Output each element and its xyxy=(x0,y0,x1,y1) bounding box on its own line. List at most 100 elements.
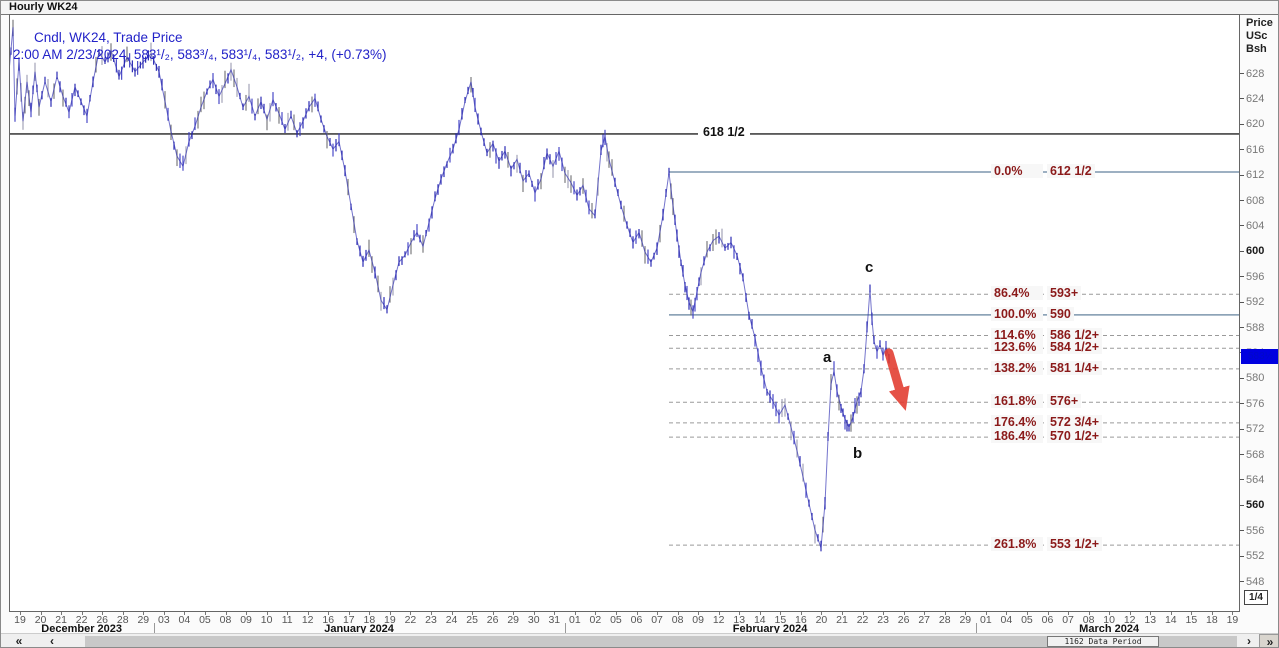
price-tick-label: 572 xyxy=(1246,423,1265,436)
window-title: Hourly WK24 xyxy=(9,1,78,13)
date-tick-label: 17 xyxy=(342,614,355,626)
price-tick xyxy=(1240,200,1244,202)
data-period-box[interactable]: 1162 Data Period xyxy=(1047,636,1159,647)
scroll-right-button[interactable]: › xyxy=(1247,634,1251,648)
date-tick-label: 08 xyxy=(671,614,684,626)
date-tick xyxy=(246,612,248,615)
fib-level-label[interactable]: 176.4% 572 3/4+ xyxy=(991,414,1103,429)
fib-pct: 100.0% xyxy=(991,306,1043,321)
price-chart-canvas[interactable] xyxy=(10,15,1239,611)
date-tick-label: 07 xyxy=(1062,614,1074,626)
date-tick xyxy=(328,612,330,615)
date-tick-label: 14 xyxy=(1164,614,1177,626)
price-tick-label: 588 xyxy=(1246,321,1265,334)
date-tick-label: 25 xyxy=(466,614,478,626)
price-tick xyxy=(1240,301,1244,303)
date-tick-label: 29 xyxy=(137,614,150,626)
scroll-far-left-button[interactable]: « xyxy=(15,634,23,648)
price-tick xyxy=(1240,555,1244,557)
price-axis-header-bsh: Bsh xyxy=(1246,43,1267,55)
price-tick-label: 560 xyxy=(1246,499,1265,512)
fib-level-label[interactable]: 261.8% 553 1/2+ xyxy=(991,537,1103,552)
window-titlebar[interactable]: Hourly WK24 xyxy=(1,1,1278,15)
fib-level-label[interactable]: 100.0% 590 xyxy=(991,306,1074,321)
price-axis-header-price: Price xyxy=(1246,17,1273,29)
date-tick-label: 11 xyxy=(281,614,293,626)
fib-level-label[interactable]: 161.8% 576+ xyxy=(991,394,1082,409)
date-tick xyxy=(636,612,638,615)
price-tick-label: 628 xyxy=(1246,67,1265,80)
scroll-left-button[interactable]: ‹ xyxy=(50,634,54,648)
date-tick-label: 23 xyxy=(877,614,889,626)
date-tick xyxy=(780,612,782,615)
scroll-far-right-button[interactable]: » xyxy=(1259,634,1278,647)
date-tick-label: 15 xyxy=(1185,614,1198,626)
fib-level-label[interactable]: 86.4% 593+ xyxy=(991,286,1082,301)
date-tick xyxy=(574,612,576,615)
wave-label-b[interactable]: b xyxy=(853,445,863,462)
date-tick xyxy=(451,612,453,615)
date-tick-label: 09 xyxy=(240,614,252,626)
horizontal-line-label[interactable]: 618 1/2 xyxy=(698,124,750,139)
scrollbar-track[interactable] xyxy=(85,636,1237,647)
date-tick xyxy=(225,612,227,615)
price-tick-label: 556 xyxy=(1246,524,1265,537)
date-tick-label: 19 xyxy=(1226,614,1239,626)
month-label: February 2024 xyxy=(732,623,808,635)
trend-arrow[interactable] xyxy=(884,348,910,411)
fib-level-label[interactable]: 138.2% 581 1/4+ xyxy=(991,360,1103,375)
date-tick xyxy=(20,612,21,615)
price-tick xyxy=(1240,581,1244,583)
fib-price: 570 1/2+ xyxy=(1047,429,1103,444)
date-tick xyxy=(903,612,905,615)
price-tick xyxy=(1240,123,1244,125)
date-tick-label: 26 xyxy=(96,614,109,626)
price-tick xyxy=(1240,225,1244,227)
date-tick xyxy=(883,612,885,615)
date-tick xyxy=(431,612,432,615)
price-tick xyxy=(1240,98,1244,100)
date-tick-label: 13 xyxy=(733,614,746,626)
date-tick xyxy=(492,612,494,615)
date-tick xyxy=(348,612,350,615)
date-tick-label: 18 xyxy=(1206,614,1218,626)
date-tick-label: 22 xyxy=(856,614,869,626)
date-tick-label: 22 xyxy=(75,614,88,626)
date-axis[interactable]: 19 20 21 22 26 28 29 03 04 05 08 09 10 11 12 16 17 18 19 22… xyxy=(1,612,1278,635)
date-tick xyxy=(1006,612,1008,615)
date-tick-label: 28 xyxy=(116,614,129,626)
wave-label-c[interactable]: c xyxy=(865,259,874,276)
fib-price: 553 1/2+ xyxy=(1047,537,1103,552)
date-tick xyxy=(122,612,124,615)
horizontal-scrollbar[interactable]: « ‹ 1162 Data Period › » xyxy=(1,633,1278,648)
price-tick xyxy=(1240,479,1244,481)
date-tick xyxy=(924,612,926,615)
price-tick-label: 552 xyxy=(1246,550,1265,563)
date-tick xyxy=(1232,612,1234,615)
date-tick-label: 04 xyxy=(178,614,191,626)
current-price-marker: 583½ xyxy=(1241,349,1278,365)
price-tick xyxy=(1240,327,1244,329)
price-tick xyxy=(1240,73,1244,75)
fib-pct: 261.8% xyxy=(991,537,1043,552)
date-tick xyxy=(40,612,42,615)
fib-level-label[interactable]: 186.4% 570 1/2+ xyxy=(991,429,1103,444)
fib-level-label[interactable]: 114.6% 586 1/2+ xyxy=(991,327,1103,342)
date-tick-label: 07 xyxy=(651,614,663,626)
date-tick xyxy=(184,612,186,615)
date-tick xyxy=(1129,612,1131,615)
date-tick-label: 27 xyxy=(918,614,931,626)
date-tick xyxy=(1026,612,1028,615)
fib-level-label[interactable]: 0.0% 612 1/2 xyxy=(991,164,1095,178)
date-tick xyxy=(513,612,515,615)
wave-label-a[interactable]: a xyxy=(823,349,832,366)
month-label: March 2024 xyxy=(1079,623,1140,635)
price-tick xyxy=(1240,250,1244,252)
fib-price: 572 3/4+ xyxy=(1047,414,1103,429)
date-tick xyxy=(81,612,83,615)
date-tick-label: 04 xyxy=(1000,614,1013,626)
date-tick xyxy=(61,612,63,615)
fib-price: 586 1/2+ xyxy=(1047,327,1103,342)
date-tick xyxy=(1150,612,1152,615)
fib-level-label[interactable]: 123.6% 584 1/2+ xyxy=(991,340,1103,355)
